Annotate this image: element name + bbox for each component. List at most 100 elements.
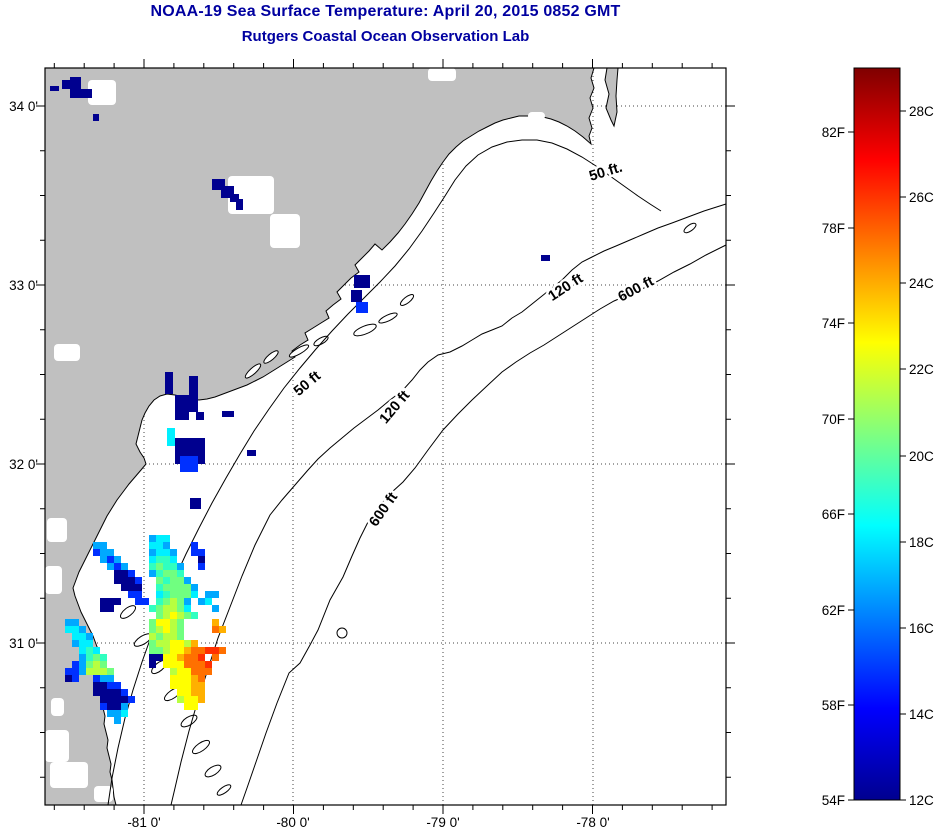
sst-cell — [198, 661, 205, 668]
sst-cell — [135, 584, 142, 591]
sst-cell — [177, 563, 184, 570]
sst-cell — [198, 668, 205, 675]
sst-cell — [163, 591, 170, 598]
sst-cell — [170, 647, 177, 654]
island-outline — [683, 222, 697, 234]
sst-cell — [72, 675, 79, 682]
sst-cell — [219, 647, 226, 654]
contour-c600 — [240, 244, 727, 806]
y-tick-label: 32 0' — [9, 457, 38, 472]
sst-cell — [212, 591, 219, 598]
sst-cell — [93, 675, 100, 682]
sst-cell — [149, 563, 156, 570]
sst-cell — [100, 689, 107, 696]
sst-cell — [121, 710, 128, 717]
sst-cell — [163, 661, 170, 668]
sst-cell — [165, 372, 173, 394]
colorbar-label-fahrenheit: 82F — [822, 125, 845, 140]
sst-cell — [156, 591, 163, 598]
sst-cell — [177, 619, 184, 626]
sst-cell — [107, 556, 114, 563]
sst-cell — [198, 549, 205, 556]
sst-cell — [86, 640, 93, 647]
sst-cell — [114, 570, 121, 577]
sst-cell — [156, 598, 163, 605]
sst-cell — [149, 640, 156, 647]
sst-cell — [184, 584, 191, 591]
sst-cell — [135, 598, 142, 605]
colorbar-label-celsius: 16C — [909, 621, 934, 636]
sst-cell — [191, 584, 198, 591]
sst-cell — [212, 179, 225, 190]
sst-cell — [135, 577, 142, 584]
sst-cell — [177, 605, 184, 612]
sst-cell — [177, 647, 184, 654]
sst-cell — [114, 563, 121, 570]
sst-cell — [541, 255, 550, 261]
island-outline — [216, 784, 232, 796]
sst-cell — [86, 654, 93, 661]
sst-cell — [156, 542, 163, 549]
sst-cell — [156, 605, 163, 612]
sst-cell — [128, 584, 135, 591]
sst-cell — [163, 647, 170, 654]
sst-cell — [121, 584, 128, 591]
contour-c120 — [170, 203, 727, 806]
sst-cell — [191, 647, 198, 654]
sst-cell — [189, 376, 198, 412]
sst-cell — [205, 668, 212, 675]
sst-cell — [156, 584, 163, 591]
sst-cell — [65, 668, 72, 675]
sst-cell — [86, 633, 93, 640]
sst-cell — [86, 647, 93, 654]
sst-cell — [191, 640, 198, 647]
sst-cell — [198, 647, 205, 654]
sst-cell — [184, 591, 191, 598]
sst-cell — [170, 633, 177, 640]
sst-cell — [156, 563, 163, 570]
sst-cell — [149, 633, 156, 640]
island-outline — [119, 605, 137, 619]
colorbar-label-celsius: 26C — [909, 190, 934, 205]
sst-cell — [72, 633, 79, 640]
sst-cell — [100, 696, 107, 703]
sst-cell — [156, 626, 163, 633]
sst-cell — [156, 654, 163, 661]
sst-cell — [149, 535, 156, 542]
sst-cell — [198, 654, 205, 661]
sst-cell — [170, 612, 177, 619]
sst-cell — [356, 302, 368, 313]
sst-cell — [156, 535, 163, 542]
sst-cell — [72, 661, 79, 668]
y-tick-label: 34 0' — [9, 99, 38, 114]
sst-cell — [191, 703, 198, 710]
sst-cell — [93, 542, 100, 549]
sst-cell — [191, 542, 198, 549]
colorbar-label-celsius: 18C — [909, 535, 934, 550]
sst-cell — [198, 682, 205, 689]
no-data-patch — [428, 68, 456, 81]
sst-cell — [170, 549, 177, 556]
sst-cell — [170, 675, 177, 682]
sst-cell — [170, 556, 177, 563]
island-outline — [244, 363, 262, 379]
sst-cell — [184, 668, 191, 675]
sst-cell — [121, 577, 128, 584]
sst-cell — [163, 535, 170, 542]
sst-cell — [114, 682, 121, 689]
no-data-patch — [270, 214, 300, 248]
sst-cell — [149, 549, 156, 556]
sst-cell — [198, 696, 205, 703]
sst-cell — [114, 689, 121, 696]
sst-cell — [72, 626, 79, 633]
sst-cell — [114, 598, 121, 605]
sst-pixels — [50, 77, 550, 724]
x-tick-label: -79 0' — [426, 815, 459, 830]
sst-cell — [163, 542, 170, 549]
sst-cell — [79, 89, 92, 98]
sst-cell — [170, 570, 177, 577]
sst-cell — [212, 647, 219, 654]
no-data-patch — [45, 566, 62, 594]
sst-cell — [128, 570, 135, 577]
